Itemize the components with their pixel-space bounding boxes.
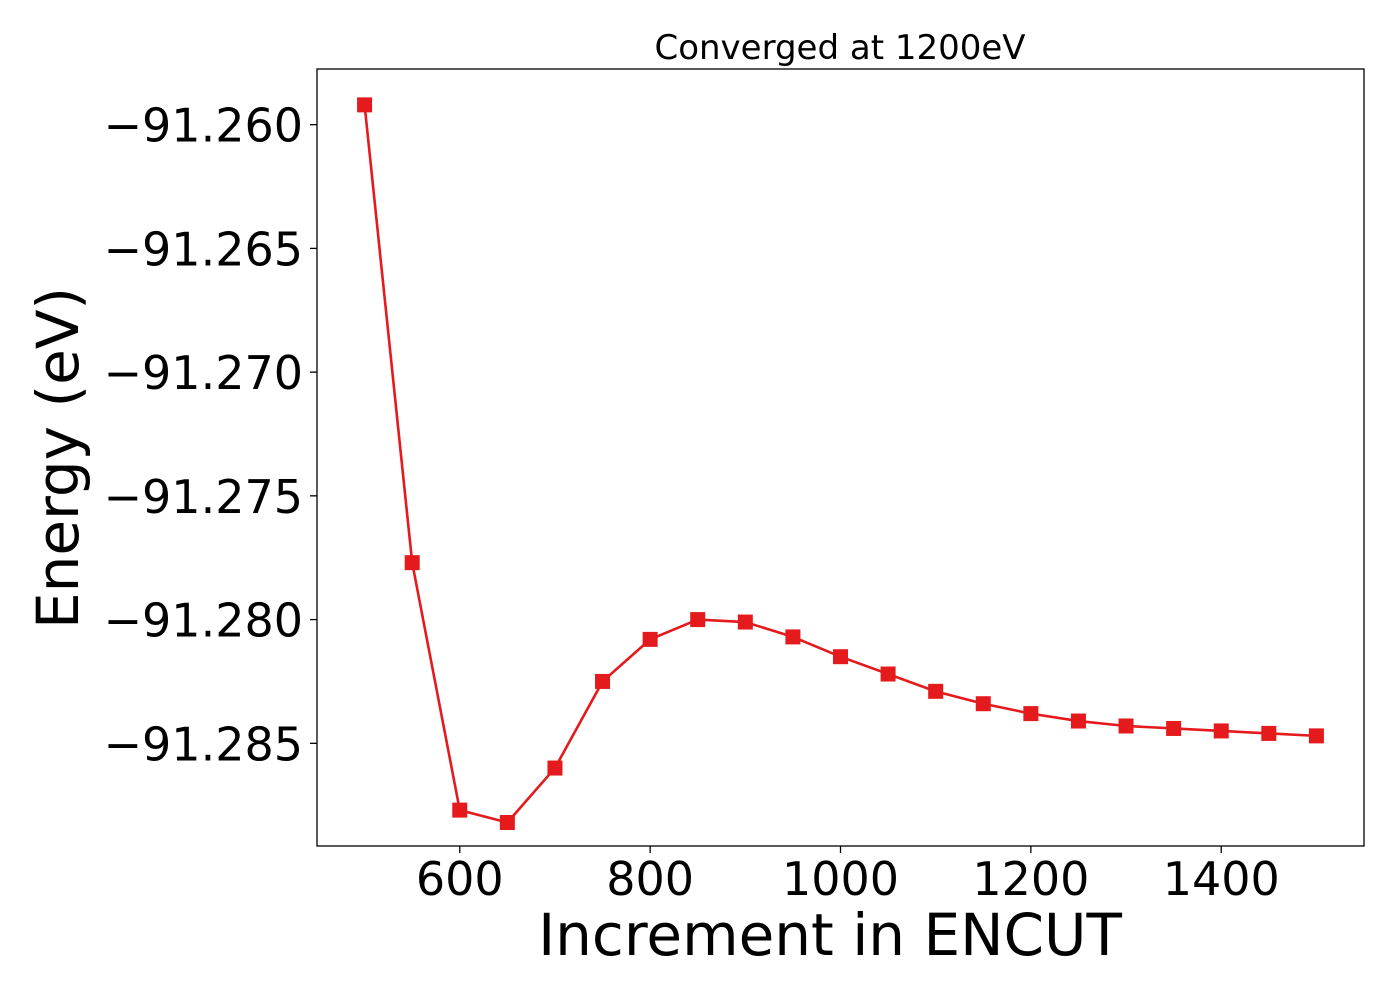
plot-area: 600 800 1000 1200 1400 −91.260 −91.265 −91.270 −… bbox=[104, 68, 1365, 906]
y-tick-label: −91.265 bbox=[104, 222, 304, 276]
data-point bbox=[1308, 728, 1324, 744]
data-point bbox=[547, 760, 563, 776]
x-tick-label: 800 bbox=[606, 852, 694, 906]
data-point bbox=[833, 649, 848, 665]
chart-title: Converged at 1200eV bbox=[654, 28, 1025, 68]
data-point bbox=[595, 673, 611, 689]
y-tick-label: −91.275 bbox=[104, 470, 304, 524]
data-point bbox=[737, 614, 753, 630]
y-axis-label: Energy (eV) bbox=[24, 287, 92, 629]
data-point bbox=[785, 629, 801, 645]
y-tick-label: −91.270 bbox=[104, 346, 304, 400]
data-point bbox=[357, 97, 373, 113]
x-axis-label: Increment in ENCUT bbox=[538, 901, 1122, 969]
data-point bbox=[1166, 720, 1182, 736]
data-point bbox=[1213, 723, 1229, 739]
data-point bbox=[880, 666, 896, 682]
data-point bbox=[404, 555, 420, 571]
y-tick-label: −91.260 bbox=[104, 99, 304, 153]
y-tick-label: −91.285 bbox=[104, 717, 304, 771]
data-point bbox=[642, 631, 658, 647]
data-point bbox=[690, 612, 706, 628]
x-tick-label: 600 bbox=[416, 852, 504, 906]
data-point bbox=[1261, 725, 1277, 741]
data-point bbox=[1023, 706, 1039, 722]
data-point bbox=[928, 683, 944, 699]
x-tick-label: 1000 bbox=[782, 852, 899, 906]
x-tick-label: 1200 bbox=[972, 852, 1089, 906]
data-point bbox=[1070, 713, 1086, 729]
data-point bbox=[975, 696, 991, 712]
data-point bbox=[1118, 718, 1134, 734]
series-line bbox=[363, 104, 1317, 824]
x-tick-label: 1400 bbox=[1163, 852, 1280, 906]
data-point bbox=[452, 802, 468, 818]
data-point bbox=[499, 814, 515, 830]
y-tick-label: −91.280 bbox=[104, 594, 304, 648]
